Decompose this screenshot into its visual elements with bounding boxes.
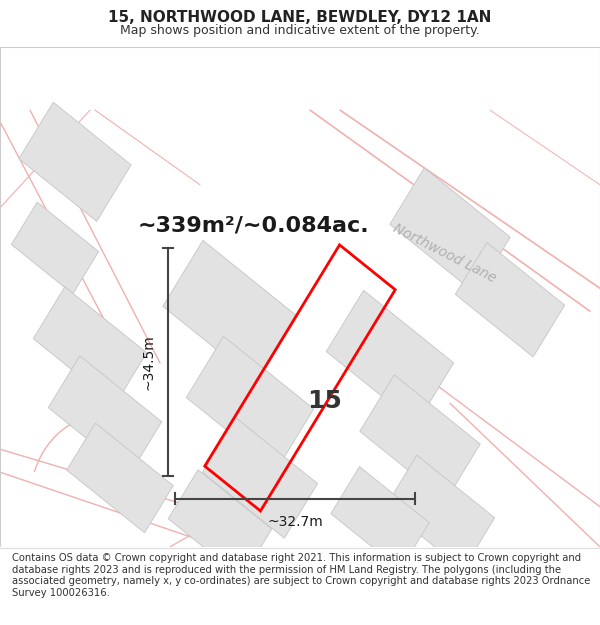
Polygon shape (33, 287, 147, 404)
Polygon shape (11, 202, 98, 294)
Polygon shape (390, 168, 510, 294)
Polygon shape (360, 375, 480, 501)
Polygon shape (385, 455, 494, 569)
Text: Northwood Lane: Northwood Lane (391, 222, 499, 286)
Polygon shape (67, 423, 173, 532)
Polygon shape (202, 418, 317, 538)
Text: ~339m²/~0.084ac.: ~339m²/~0.084ac. (138, 215, 370, 235)
Polygon shape (187, 336, 314, 470)
Polygon shape (455, 242, 565, 357)
Text: 15, NORTHWOOD LANE, BEWDLEY, DY12 1AN: 15, NORTHWOOD LANE, BEWDLEY, DY12 1AN (109, 10, 491, 25)
Polygon shape (19, 102, 131, 221)
Text: ~34.5m: ~34.5m (142, 334, 156, 390)
Polygon shape (163, 241, 297, 382)
Text: ~32.7m: ~32.7m (267, 515, 323, 529)
Text: Contains OS data © Crown copyright and database right 2021. This information is : Contains OS data © Crown copyright and d… (12, 553, 590, 598)
Polygon shape (168, 470, 272, 578)
Text: Map shows position and indicative extent of the property.: Map shows position and indicative extent… (120, 24, 480, 36)
Polygon shape (331, 467, 429, 570)
Text: 15: 15 (308, 389, 343, 413)
Polygon shape (48, 356, 162, 474)
Polygon shape (326, 291, 454, 424)
